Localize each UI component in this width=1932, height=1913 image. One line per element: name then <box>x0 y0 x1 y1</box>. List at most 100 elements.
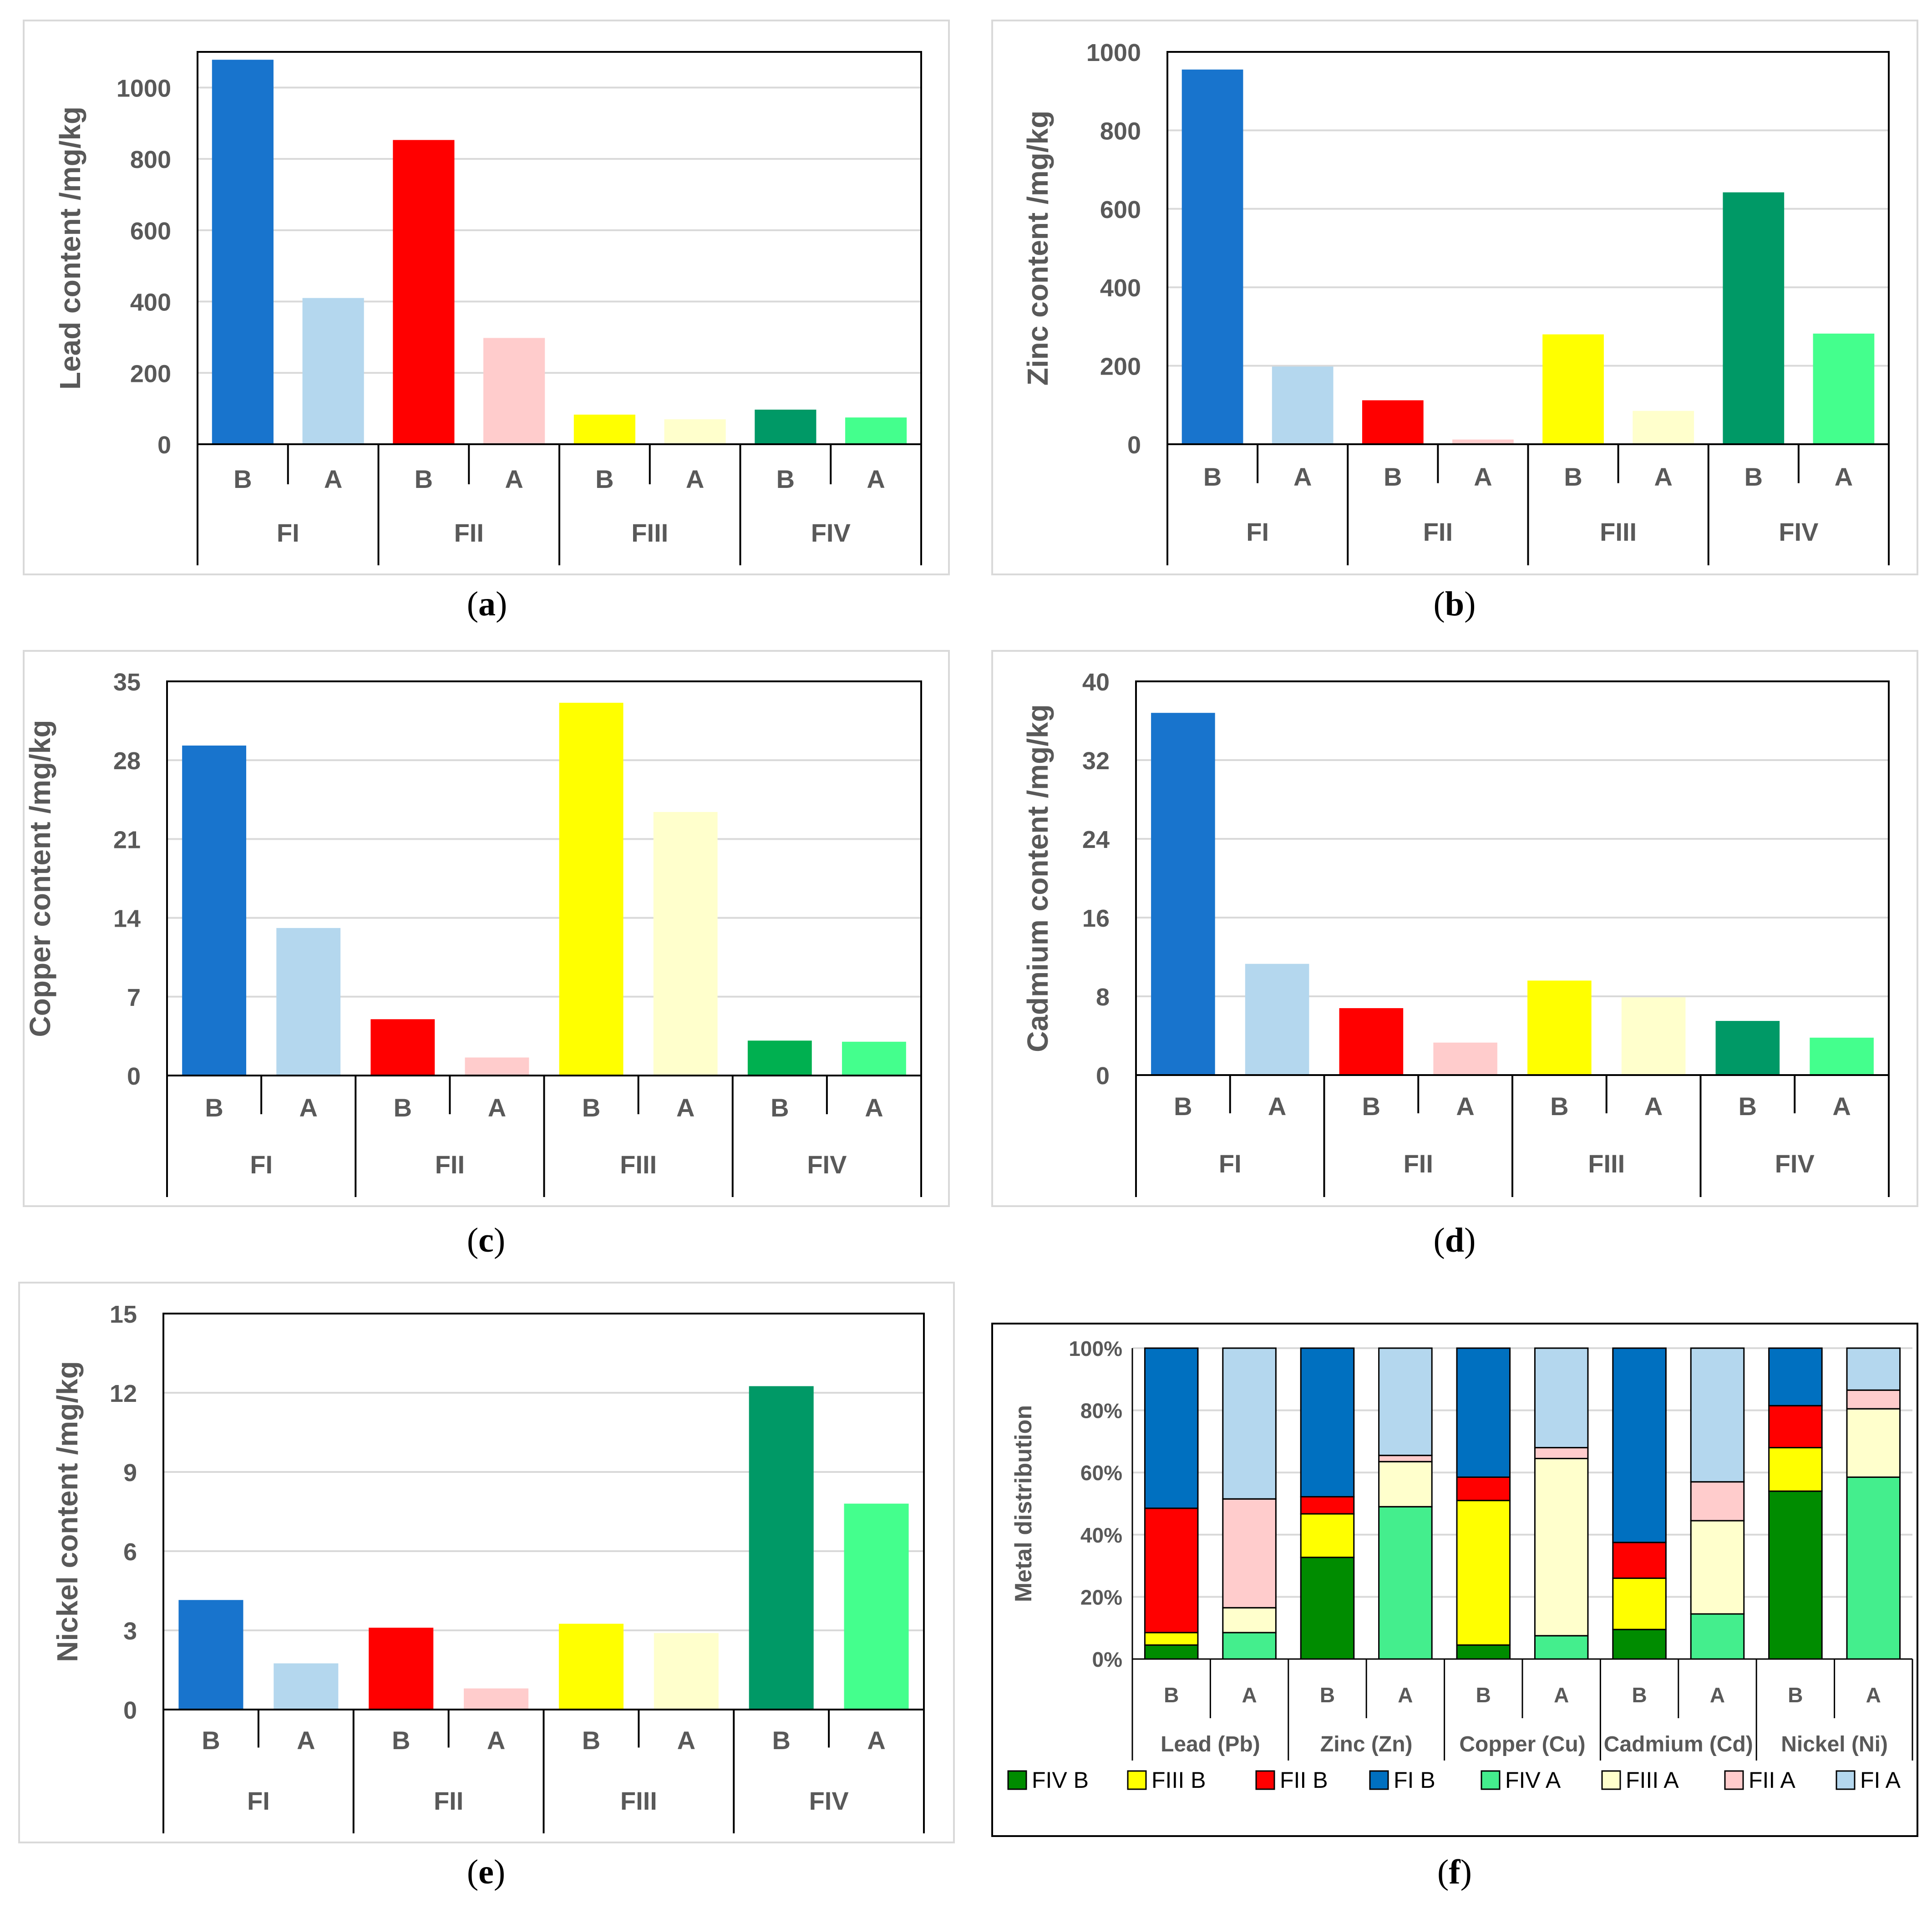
x-sub-label: B <box>233 465 252 493</box>
bar-FIII-B <box>1542 334 1604 444</box>
x-sub-label: A <box>1554 1683 1569 1707</box>
y-axis-title: Zinc content /mg/kg <box>1021 111 1054 386</box>
x-sub-label: A <box>1832 1092 1851 1121</box>
bar-FIII-A <box>653 812 718 1076</box>
x-sub-label: A <box>1644 1092 1663 1121</box>
y-tick-label: 28 <box>113 747 141 775</box>
y-axis-title: Cadmium content /mg/kg <box>1021 704 1054 1052</box>
x-sub-label: A <box>1866 1683 1881 1707</box>
x-group-label: FIII <box>620 1786 657 1815</box>
x-sub-label: B <box>1320 1683 1335 1707</box>
y-tick-label: 8 <box>1096 984 1110 1011</box>
legend-swatch <box>1724 1770 1744 1790</box>
x-sub-label: B <box>1362 1092 1380 1121</box>
x-sub-label: A <box>686 465 704 493</box>
bar-FIII-B <box>573 414 635 444</box>
legend-label: FIII A <box>1626 1767 1679 1793</box>
stack-segment-cadmium-A <box>1690 1613 1745 1660</box>
y-tick-label: 200 <box>130 360 171 387</box>
legend-label: FII A <box>1749 1767 1795 1793</box>
legend-swatch <box>1255 1770 1275 1790</box>
stack-segment-zinc-A <box>1378 1461 1433 1507</box>
x-sub-label: B <box>582 1093 600 1122</box>
y-tick-label: 32 <box>1082 747 1110 775</box>
stack-segment-copper-A <box>1534 1347 1589 1449</box>
stack-segment-lead-B <box>1144 1632 1199 1646</box>
bar-FIII-B <box>559 703 624 1076</box>
legend-swatch <box>1481 1770 1501 1790</box>
x-sub-label: A <box>1242 1683 1257 1707</box>
bar-FIII-B <box>558 1624 624 1710</box>
bar-FIV-A <box>1813 333 1875 444</box>
x-group-label: FII <box>454 518 484 547</box>
stack-segment-copper-B <box>1456 1500 1511 1646</box>
x-sub-label: A <box>1654 462 1672 491</box>
x-sub-label: A <box>297 1726 315 1755</box>
y-axis-title: Nickel content /mg/kg <box>51 1361 84 1662</box>
bar-FI-A <box>1245 964 1309 1075</box>
y-tick-label: 40 <box>1082 669 1110 696</box>
bar-FI-A <box>274 1663 339 1710</box>
x-sub-label: A <box>1293 462 1312 491</box>
x-sub-label: A <box>487 1726 505 1755</box>
stack-segment-cadmium-B <box>1612 1577 1667 1630</box>
legend-swatch <box>1127 1770 1147 1790</box>
legend-label: FIV B <box>1032 1767 1089 1793</box>
stack-segment-copper-B <box>1456 1347 1511 1478</box>
x-sub-label: A <box>505 465 523 493</box>
bar-FIII-A <box>654 1633 719 1710</box>
x-sub-label: B <box>1550 1092 1568 1121</box>
panel-letter: (b) <box>1434 585 1476 623</box>
y-tick-label: 9 <box>123 1459 137 1487</box>
stack-segment-zinc-B <box>1300 1347 1355 1497</box>
x-sub-label: A <box>676 1093 695 1122</box>
stack-segment-copper-A <box>1534 1457 1589 1637</box>
x-sub-label: A <box>677 1726 695 1755</box>
x-sub-label: A <box>488 1093 506 1122</box>
x-group-label: Cadmium (Cd) <box>1604 1732 1753 1756</box>
y-tick-label: 0 <box>1096 1062 1110 1090</box>
bar-FII-B <box>369 1628 434 1710</box>
chart-panel-e: 0 3 6 9 12 15 B A B A B A B A FI FII FIII FIV Nickel conte… <box>18 1282 955 1891</box>
legend-swatch <box>1369 1770 1389 1790</box>
bar-FIII-A <box>1621 997 1686 1075</box>
stack-segment-nickel-A <box>1846 1347 1901 1391</box>
x-group-label: FII <box>434 1786 463 1815</box>
stack-segment-cadmium-B <box>1612 1542 1667 1579</box>
x-sub-label: B <box>202 1726 220 1755</box>
x-sub-label: A <box>1398 1683 1413 1707</box>
x-sub-label: B <box>595 465 614 493</box>
stack-segment-copper-A <box>1534 1635 1589 1660</box>
y-tick-label: 6 <box>123 1538 137 1566</box>
panel-letter: (e) <box>467 1853 505 1891</box>
panel-letter-text: a <box>478 585 496 623</box>
stack-segment-copper-B <box>1456 1476 1511 1502</box>
y-tick-label: 0 <box>123 1697 137 1724</box>
x-sub-label: B <box>772 1726 790 1755</box>
chart-panel-d: 0 8 16 24 32 40 B A B A B A B A FI FII FIII FIV Cadmium co… <box>991 650 1918 1259</box>
x-group-label: FI <box>250 1150 273 1179</box>
x-sub-label: A <box>1268 1092 1286 1121</box>
bar-FIV-B <box>755 409 816 444</box>
bar-FII-B <box>1339 1008 1404 1075</box>
stack-segment-cadmium-A <box>1690 1520 1745 1615</box>
x-sub-label: B <box>1164 1683 1179 1707</box>
y-tick-label: 3 <box>123 1618 137 1645</box>
stack-segment-cadmium-A <box>1690 1347 1745 1483</box>
bar-FI-B <box>182 746 246 1076</box>
chart-frame <box>23 20 950 575</box>
x-group-label: FIII <box>1588 1149 1625 1178</box>
x-group-label: FIV <box>807 1150 847 1179</box>
stack-segment-zinc-B <box>1300 1496 1355 1515</box>
legend-swatch <box>1601 1770 1621 1790</box>
bar-FIII-A <box>1633 411 1694 444</box>
y-tick-label: 800 <box>130 146 171 173</box>
y-tick-label: 200 <box>1100 353 1141 381</box>
x-group-label: FI <box>277 518 299 547</box>
stack-segment-zinc-A <box>1378 1455 1433 1462</box>
x-sub-label: B <box>1564 462 1582 491</box>
y-tick-label: 14 <box>113 905 141 933</box>
y-tick-label: 12 <box>110 1380 137 1407</box>
x-sub-label: B <box>776 465 795 493</box>
bar-FII-A <box>1452 439 1514 444</box>
